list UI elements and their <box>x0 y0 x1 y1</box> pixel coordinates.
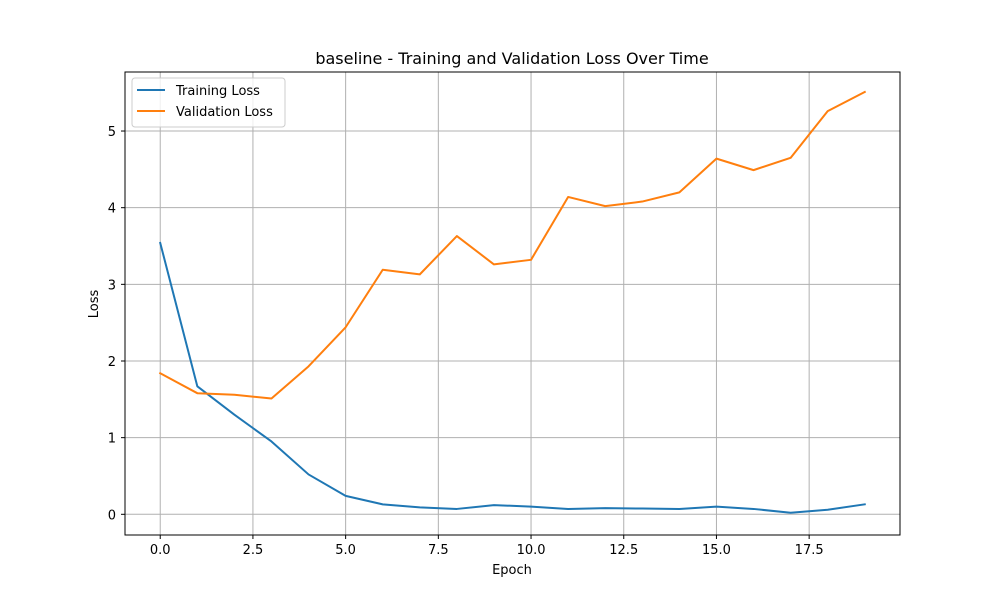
x-tick-label: 10.0 <box>517 543 546 558</box>
legend-box <box>131 77 286 128</box>
x-axis-ticks: 0.0 2.5 5.0 7.5 10.0 12.5 15.0 17.5 <box>150 535 824 558</box>
y-tick-label: 2 <box>108 355 116 370</box>
x-tick-label: 7.5 <box>428 543 449 558</box>
y-tick-label: 4 <box>108 202 116 217</box>
x-tick-label: 15.0 <box>702 543 731 558</box>
x-tick-label: 5.0 <box>335 543 356 558</box>
training-loss-line <box>159 241 866 514</box>
y-tick-label: 5 <box>108 125 116 140</box>
legend-label-validation: Validation Loss <box>176 105 273 120</box>
y-axis-ticks: 0 1 2 3 4 5 <box>108 125 125 523</box>
chart-title: baseline - Training and Validation Loss … <box>315 49 708 68</box>
y-tick-label: 0 <box>108 508 116 523</box>
legend-label-training: Training Loss <box>175 84 260 99</box>
y-tick-label: 3 <box>108 278 116 293</box>
x-tick-label: 17.5 <box>795 543 824 558</box>
x-tick-label: 2.5 <box>243 543 264 558</box>
validation-loss-line <box>158 90 867 400</box>
plot-frame <box>124 71 901 536</box>
y-axis-title: Loss <box>87 290 102 319</box>
y-tick-label: 1 <box>108 432 116 447</box>
plot-lines <box>158 90 867 514</box>
x-tick-label: 0.0 <box>150 543 171 558</box>
x-tick-label: 12.5 <box>609 543 638 558</box>
legend: Training Loss Validation Loss <box>131 77 286 128</box>
grid <box>125 72 900 535</box>
x-axis-title: Epoch <box>492 563 532 578</box>
